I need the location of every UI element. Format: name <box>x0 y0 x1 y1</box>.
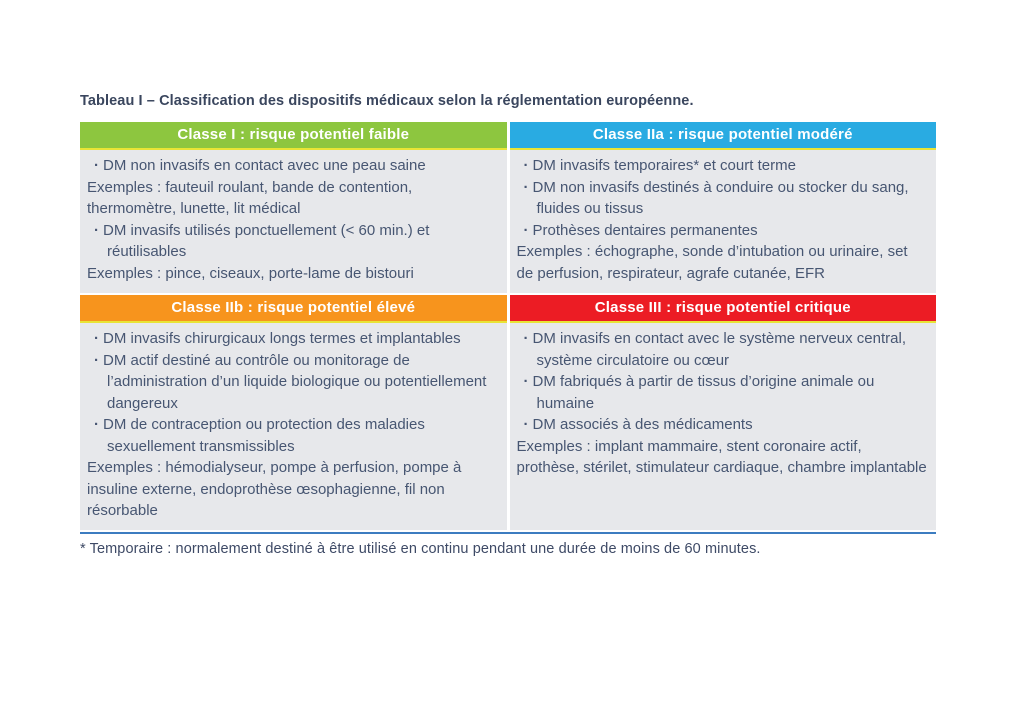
classe-2b-body: · DM invasifs chirurgicaux longs termes e… <box>80 323 507 530</box>
cell-classe-1: Classe I : risque potentiel faible · DM n… <box>80 122 507 293</box>
bullet-icon: · <box>94 416 99 433</box>
classe-3-header: Classe III : risque potentiel critique <box>509 295 936 323</box>
bullet-icon: · <box>523 330 529 347</box>
bullet-icon: · <box>523 221 529 239</box>
document-page: Tableau I – Classification des dispositi… <box>80 93 936 557</box>
example-line: Exemples : hémodialyseur, pompe à perfus… <box>87 459 462 519</box>
bullet-icon: · <box>523 157 529 174</box>
bullet-item: · DM fabriqués à partir de tissus d’origi… <box>523 373 875 412</box>
cell-classe-2b: Classe IIb : risque potentiel élevé · DM … <box>80 295 507 530</box>
classe-2a-body: · DM invasifs temporaires* et court terme… <box>509 150 936 293</box>
classe-2b-header: Classe IIb : risque potentiel élevé <box>80 295 507 323</box>
example-line: Exemples : implant mammaire, stent coron… <box>516 437 927 477</box>
bullet-item: · DM invasifs chirurgicaux longs termes e… <box>94 330 461 347</box>
bullet-item: · DM non invasifs en contact avec une pea… <box>94 157 426 174</box>
cell-classe-2a: Classe IIa : risque potentiel modéré · DM… <box>509 122 936 293</box>
bullet-item: · DM actif destiné au contrôle ou monitor… <box>94 351 487 412</box>
classe-3-body: · DM invasifs en contact avec le système … <box>509 323 936 530</box>
bullet-icon: · <box>523 373 529 390</box>
classe-2a-header: Classe IIa : risque potentiel modéré <box>509 122 936 150</box>
bullet-icon: · <box>94 157 99 174</box>
bullet-item: · Prothèses dentaires permanentes <box>523 221 758 239</box>
classification-table: Classe I : risque potentiel faible · DM n… <box>80 122 936 530</box>
example-line: Exemples : pince, ciseaux, porte-lame de… <box>87 264 414 282</box>
bullet-icon: · <box>94 351 99 369</box>
bullet-item: · DM invasifs en contact avec le système … <box>523 330 907 369</box>
bullet-item: · DM associés à des médicaments <box>523 416 753 433</box>
footnote: * Temporaire : normalement destiné à êtr… <box>80 541 761 557</box>
bullet-icon: · <box>523 178 529 196</box>
bullet-icon: · <box>94 330 99 347</box>
bullet-item: · DM invasifs temporaires* et court terme <box>523 157 796 174</box>
table-bottom-rule <box>80 532 936 534</box>
bullet-item: · DM non invasifs destinés à conduire ou … <box>523 178 909 218</box>
bullet-item: · DM invasifs utilisés ponctuellement (< … <box>94 221 430 261</box>
example-line: Exemples : échographe, sonde d’intubatio… <box>516 243 908 282</box>
bullet-item: · DM de contraception ou protection des m… <box>94 416 425 455</box>
example-line: Exemples : fauteuil roulant, bande de co… <box>87 178 413 218</box>
bullet-icon: · <box>523 416 529 433</box>
classe-1-body: · DM non invasifs en contact avec une pea… <box>80 150 507 293</box>
bullet-icon: · <box>94 221 99 239</box>
cell-classe-3: Classe III : risque potentiel critique ·… <box>509 295 936 530</box>
classe-1-header: Classe I : risque potentiel faible <box>80 122 507 150</box>
table-caption: Tableau I – Classification des dispositi… <box>80 93 694 109</box>
